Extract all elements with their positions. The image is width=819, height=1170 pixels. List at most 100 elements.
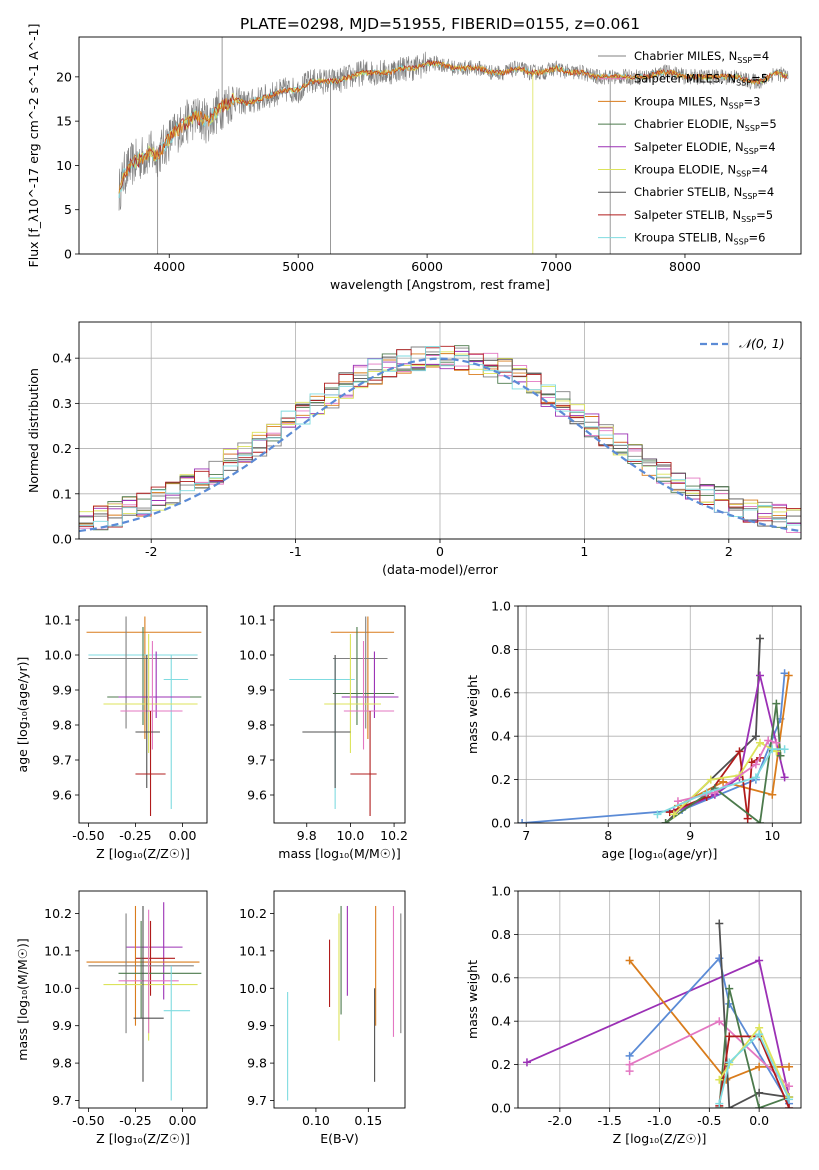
plot-area	[518, 634, 793, 823]
legend-tail: =5	[756, 208, 773, 222]
plot-area	[289, 616, 399, 816]
mass-vs-EBV-panel: 0.10 0.15 9.7 9.8 9.9 10.0 10.1 10.2 E(B-V)	[239, 890, 406, 1146]
weight-marker	[780, 745, 789, 754]
x-tick-label: 6000	[411, 259, 443, 274]
x-tick-label: 10	[764, 828, 780, 843]
weight-series	[718, 1025, 790, 1098]
y-tick-label: 10.2	[239, 906, 267, 921]
weight-marker	[702, 788, 711, 797]
y-axis-label: age [log₁₀(age/yr)]	[15, 657, 30, 773]
weight-marker	[625, 956, 634, 965]
y-tick-label: 0.4	[491, 729, 511, 744]
y-tick-label: 0.6	[491, 970, 511, 985]
weight-marker	[625, 1051, 634, 1060]
weight-marker	[776, 751, 785, 760]
weight-marker	[768, 745, 777, 754]
x-tick-label: 9.8	[297, 828, 317, 843]
weight-marker	[669, 810, 678, 819]
weight-marker	[725, 1032, 734, 1041]
y-axis-label: Flux [f_λ10^-17 erg cm^-2 s^-1 A^-1]	[26, 24, 41, 268]
residuals-panel: -2 -1 0 1 2 0.0 0.1 0.2 0.3 0.4 (data-model)/error…	[26, 321, 802, 577]
x-tick-label: -0.25	[119, 1113, 151, 1128]
y-tick-label: 9.7	[247, 753, 267, 768]
y-tick-label: 10.2	[44, 906, 72, 921]
legend-entry: Chabrier STELIB, NSSP=4	[634, 185, 774, 201]
x-tick-label: -0.50	[72, 828, 104, 843]
plot-area	[522, 919, 794, 1108]
legend-tail: =4	[757, 185, 774, 199]
y-tick-label: 10.0	[44, 648, 72, 663]
y-tick-label: 0	[64, 247, 72, 262]
y-axis-label: Normed distribution	[26, 368, 41, 493]
x-tick-label: 0	[436, 544, 444, 559]
legend-name: Salpeter ELODIE, N	[634, 140, 744, 154]
y-tick-label: 9.9	[52, 683, 72, 698]
normal-curve	[79, 357, 801, 533]
legend-entry: 𝒩(0, 1)	[739, 336, 785, 351]
weight-marker	[755, 1104, 764, 1108]
y-tick-label: 1.0	[491, 599, 511, 614]
y-tick-label: 0.4	[491, 1014, 511, 1029]
legend-entry: Salpeter STELIB, NSSP=5	[634, 208, 773, 224]
y-tick-label: 9.6	[247, 788, 267, 803]
y-tick-label: 9.9	[52, 1018, 72, 1033]
legend-entry: Chabrier MILES, NSSP=4	[634, 49, 769, 65]
y-tick-label: 9.8	[247, 718, 267, 733]
x-tick-label: 8	[604, 828, 612, 843]
axes-frame	[273, 890, 406, 1109]
y-tick-label: 10.1	[239, 613, 267, 628]
weight-marker	[661, 819, 670, 823]
y-tick-label: 10.1	[44, 943, 72, 958]
y-tick-label: 9.6	[52, 788, 72, 803]
age-vs-mass-panel: 9.8 10.0 10.2 9.6 9.7 9.8 9.9 10.0 10.1 mass [log…	[239, 605, 408, 861]
x-tick-label: 0.0	[749, 1113, 769, 1128]
weight-vs-Z-panel: -2.0 -1.5 -1.0 -0.5 0.0 0.0 0.2 0.4 0.6 0.8 1.0 Z […	[465, 884, 802, 1146]
legend-name: Kroupa MILES, N	[634, 94, 729, 108]
weight-marker	[522, 1058, 531, 1067]
weight-marker	[715, 1075, 724, 1084]
legend-sub: SSP	[741, 215, 756, 224]
y-tick-label: 9.7	[52, 1093, 72, 1108]
legend-name: Kroupa ELODIE, N	[634, 163, 736, 177]
x-axis-label: mass [log₁₀(M/M☉)]	[278, 846, 400, 861]
spectrum-panel: 4000 5000 6000 7000 8000 0 5 10 15 20 wavelength […	[26, 24, 802, 292]
axes-frame	[78, 36, 802, 255]
x-axis-label: wavelength [Angstrom, rest frame]	[330, 277, 550, 292]
x-tick-label: -1.5	[597, 1113, 621, 1128]
y-tick-label: 0.0	[491, 1101, 511, 1116]
plot-area	[118, 37, 789, 254]
weight-marker	[715, 919, 724, 928]
x-tick-label: 2	[725, 544, 733, 559]
y-tick-label: 0.2	[491, 772, 511, 787]
y-axis-label: mass weight	[465, 675, 480, 754]
weight-marker	[725, 1058, 734, 1067]
y-tick-label: 0.0	[491, 816, 511, 831]
weight-marker	[755, 738, 764, 747]
weight-marker	[725, 999, 734, 1008]
x-tick-label: 10.2	[380, 828, 408, 843]
weight-marker	[743, 814, 752, 823]
weight-marker	[785, 1095, 794, 1104]
legend-sub: SSP	[742, 192, 757, 201]
mass-vs-Z-panel: -0.50 -0.25 0.00 9.7 9.8 9.9 10.0 10.1 10.2 Z [lo…	[15, 890, 208, 1146]
y-tick-label: 10.0	[44, 981, 72, 996]
weight-marker	[780, 773, 789, 782]
weight-marker	[725, 984, 734, 993]
weight-marker	[735, 747, 744, 756]
y-tick-label: 0.0	[52, 532, 72, 547]
x-axis-label: (data-model)/error	[382, 562, 499, 577]
y-axis-label: mass weight	[465, 960, 480, 1039]
x-tick-label: 7000	[540, 259, 572, 274]
y-tick-label: 0.3	[52, 396, 72, 411]
x-tick-label: 9	[686, 828, 694, 843]
y-tick-label: 0.6	[491, 685, 511, 700]
x-tick-label: -0.25	[119, 828, 151, 843]
y-tick-label: 9.8	[52, 1056, 72, 1071]
weight-marker	[785, 1082, 794, 1091]
legend-tail: =4	[751, 163, 768, 177]
y-tick-label: 10.0	[239, 981, 267, 996]
weight-marker	[715, 1017, 724, 1026]
y-tick-label: 10.1	[239, 943, 267, 958]
weight-series	[665, 703, 782, 823]
